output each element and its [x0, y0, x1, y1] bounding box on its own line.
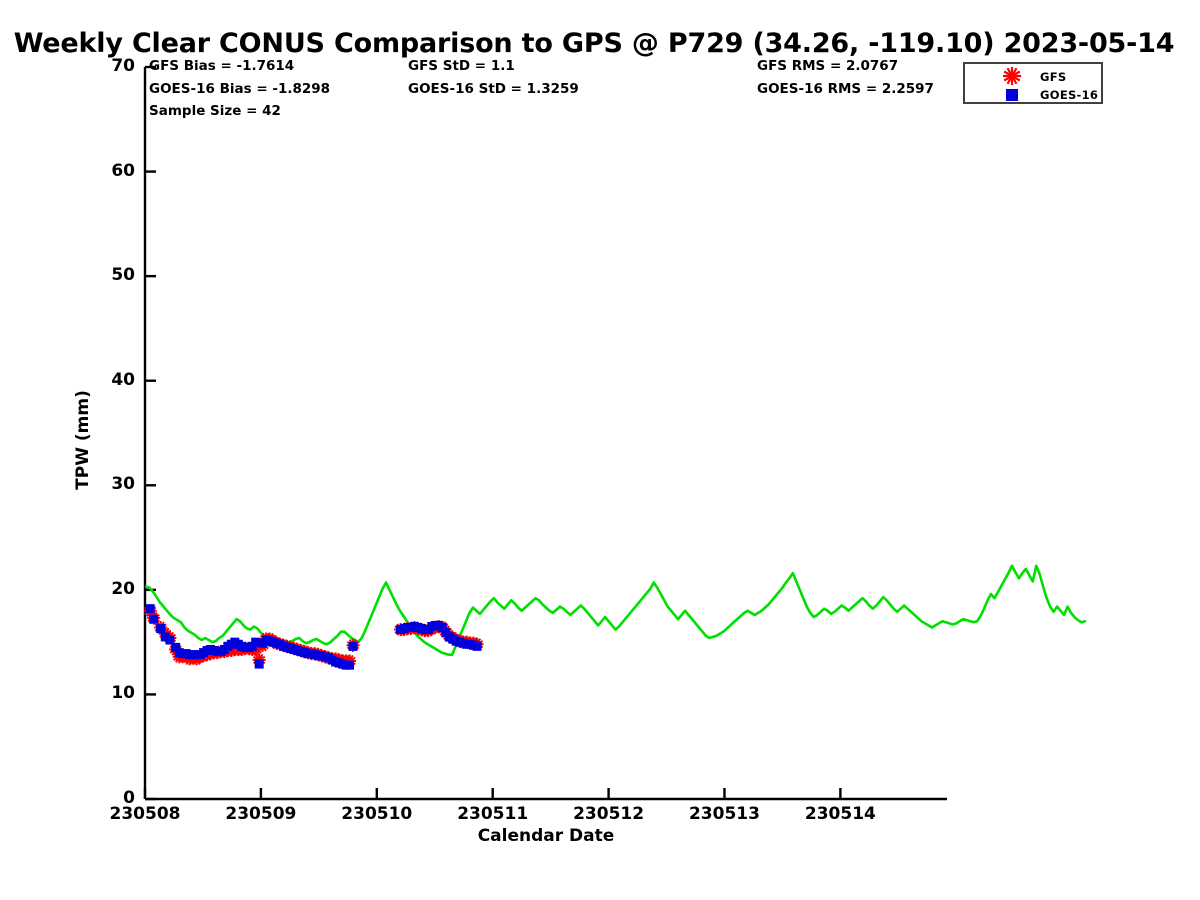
y-tick-label: 10 — [111, 683, 135, 704]
stat-gfs-std: GFS StD = 1.1 — [408, 58, 515, 74]
x-tick-label: 230511 — [457, 804, 529, 824]
stat-gfs-bias: GFS Bias = -1.7614 — [149, 58, 295, 74]
tick-marks — [143, 65, 842, 801]
stat-goes-std: GOES-16 StD = 1.3259 — [408, 81, 579, 97]
y-tick-label: 0 — [123, 788, 135, 808]
x-axis-label: Calendar Date — [477, 826, 615, 846]
x-tick-label: 230508 — [109, 804, 181, 824]
stat-goes-rms: GOES-16 RMS = 2.2597 — [757, 81, 934, 97]
y-tick-label: 50 — [111, 265, 135, 286]
stat-gfs-rms: GFS RMS = 2.0767 — [757, 58, 899, 74]
y-tick-label: 70 — [111, 56, 135, 76]
series-gps-line — [144, 564, 1087, 656]
y-tick-label: 30 — [111, 474, 135, 495]
stat-sample-size: Sample Size = 42 — [149, 103, 281, 119]
y-tick-label: 40 — [111, 369, 135, 390]
x-tick-label: 230509 — [225, 804, 297, 824]
legend-label-goes: GOES-16 — [1040, 88, 1099, 102]
x-tick-label: 230512 — [573, 804, 645, 824]
y-tick-label: 60 — [111, 160, 135, 181]
legend-label-gfs: GFS — [1040, 70, 1067, 84]
axis-lines — [143, 67, 947, 801]
stat-goes-bias: GOES-16 Bias = -1.8298 — [149, 81, 331, 97]
x-tick-label: 230513 — [688, 804, 760, 824]
legend-box — [963, 62, 1103, 104]
x-tick-label: 230514 — [804, 804, 876, 824]
series-goes-markers — [145, 604, 482, 670]
y-tick-label: 20 — [111, 578, 135, 599]
page-title: Weekly Clear CONUS Comparison to GPS @ P… — [13, 28, 1175, 59]
x-tick-label: 230510 — [341, 804, 413, 824]
